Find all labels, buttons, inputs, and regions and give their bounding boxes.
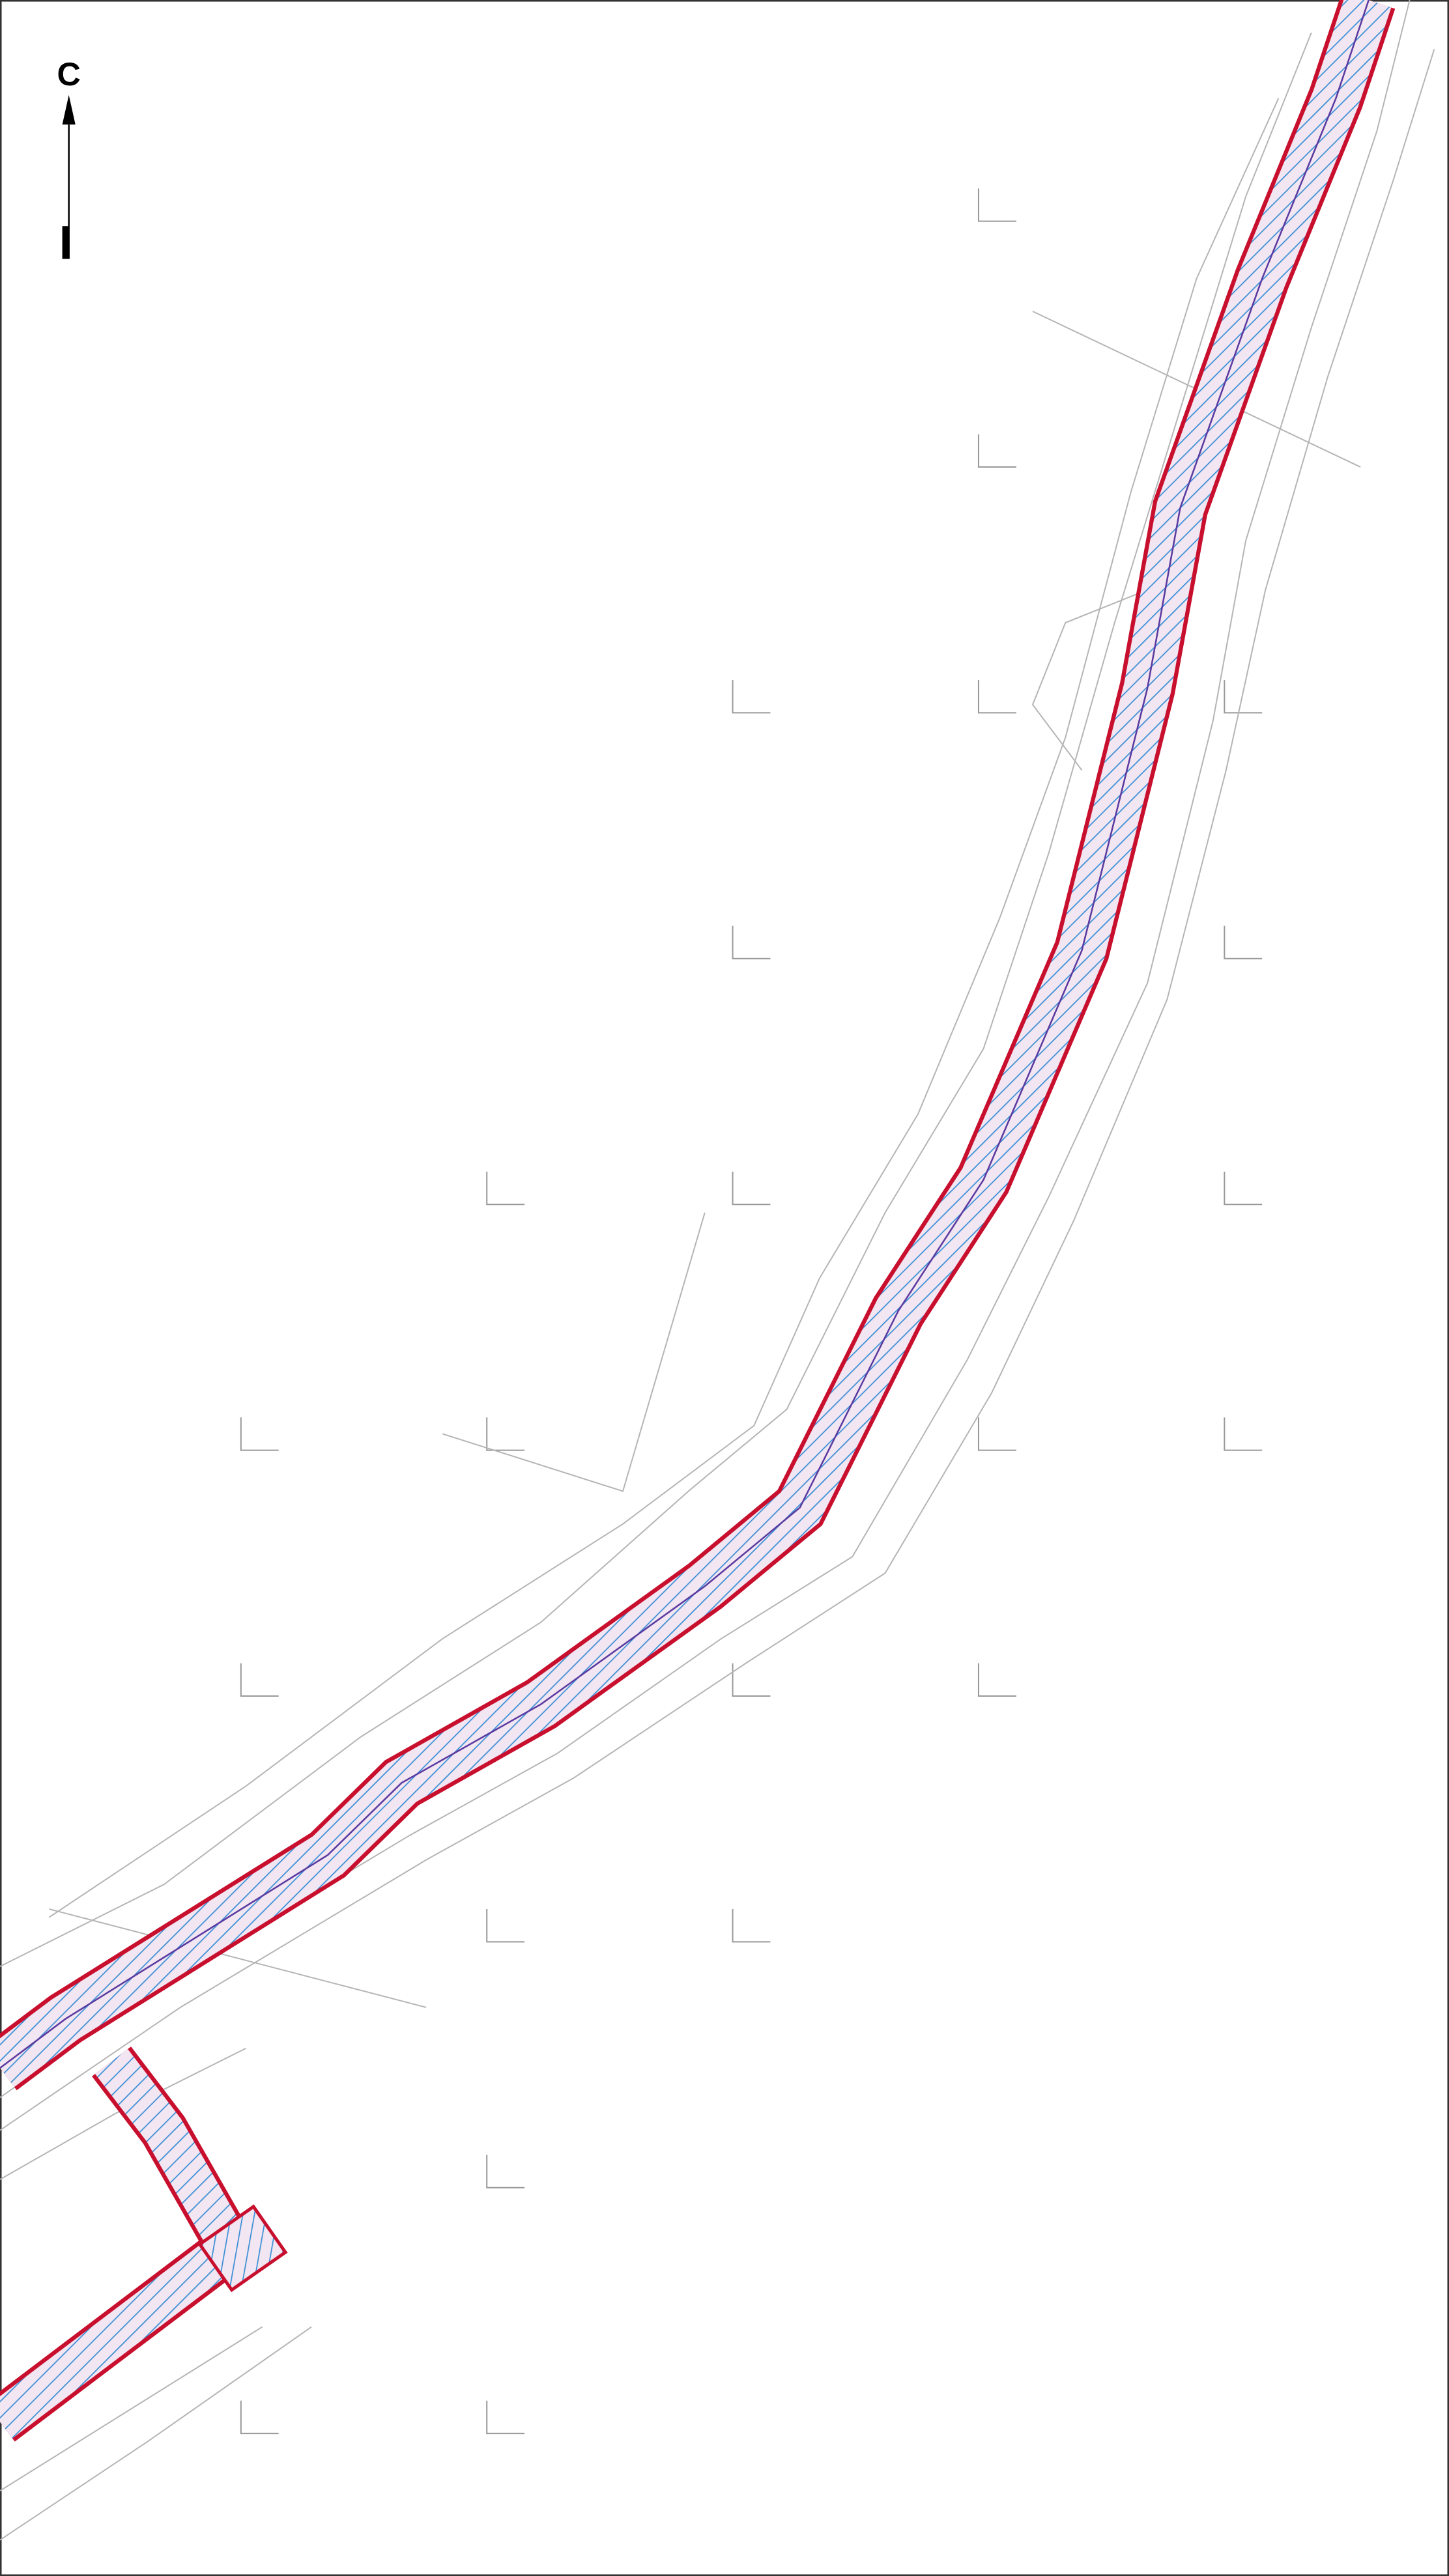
grid-cross xyxy=(240,1663,279,1697)
grid-cross xyxy=(732,680,771,714)
branch-hatch xyxy=(0,2231,242,2439)
grid-cross xyxy=(977,188,1016,222)
contours xyxy=(0,0,1435,2541)
grid-cross xyxy=(977,434,1016,468)
north-arrow: С xyxy=(57,55,81,259)
grid-cross xyxy=(486,2155,525,2188)
grid-crosses xyxy=(240,188,1263,2435)
junction xyxy=(197,2204,288,2293)
grid-cross xyxy=(486,1171,525,1206)
grid-cross xyxy=(732,926,771,959)
grid-cross xyxy=(732,1663,771,1697)
grid-cross xyxy=(1224,1417,1263,1451)
grid-cross xyxy=(486,1417,525,1451)
grid-cross xyxy=(977,680,1016,714)
grid-cross xyxy=(977,1417,1016,1451)
north-label: С xyxy=(57,55,81,92)
grid-cross xyxy=(486,2400,525,2435)
grid-cross xyxy=(1224,1171,1263,1206)
grid-cross xyxy=(240,1417,279,1451)
grid-cross xyxy=(1224,680,1263,714)
branch-hatch xyxy=(95,2048,248,2256)
grid-cross xyxy=(486,1909,525,1943)
corridor-axis xyxy=(0,0,1370,2069)
arrow-head xyxy=(62,94,76,125)
grid-cross xyxy=(1224,926,1263,959)
grid-cross xyxy=(240,2400,279,2435)
grid-cross xyxy=(732,1909,771,1943)
grid-cross xyxy=(732,1171,771,1206)
grid-cross xyxy=(977,1663,1016,1697)
corridor xyxy=(0,0,1396,2442)
arrow-tail xyxy=(62,226,69,259)
